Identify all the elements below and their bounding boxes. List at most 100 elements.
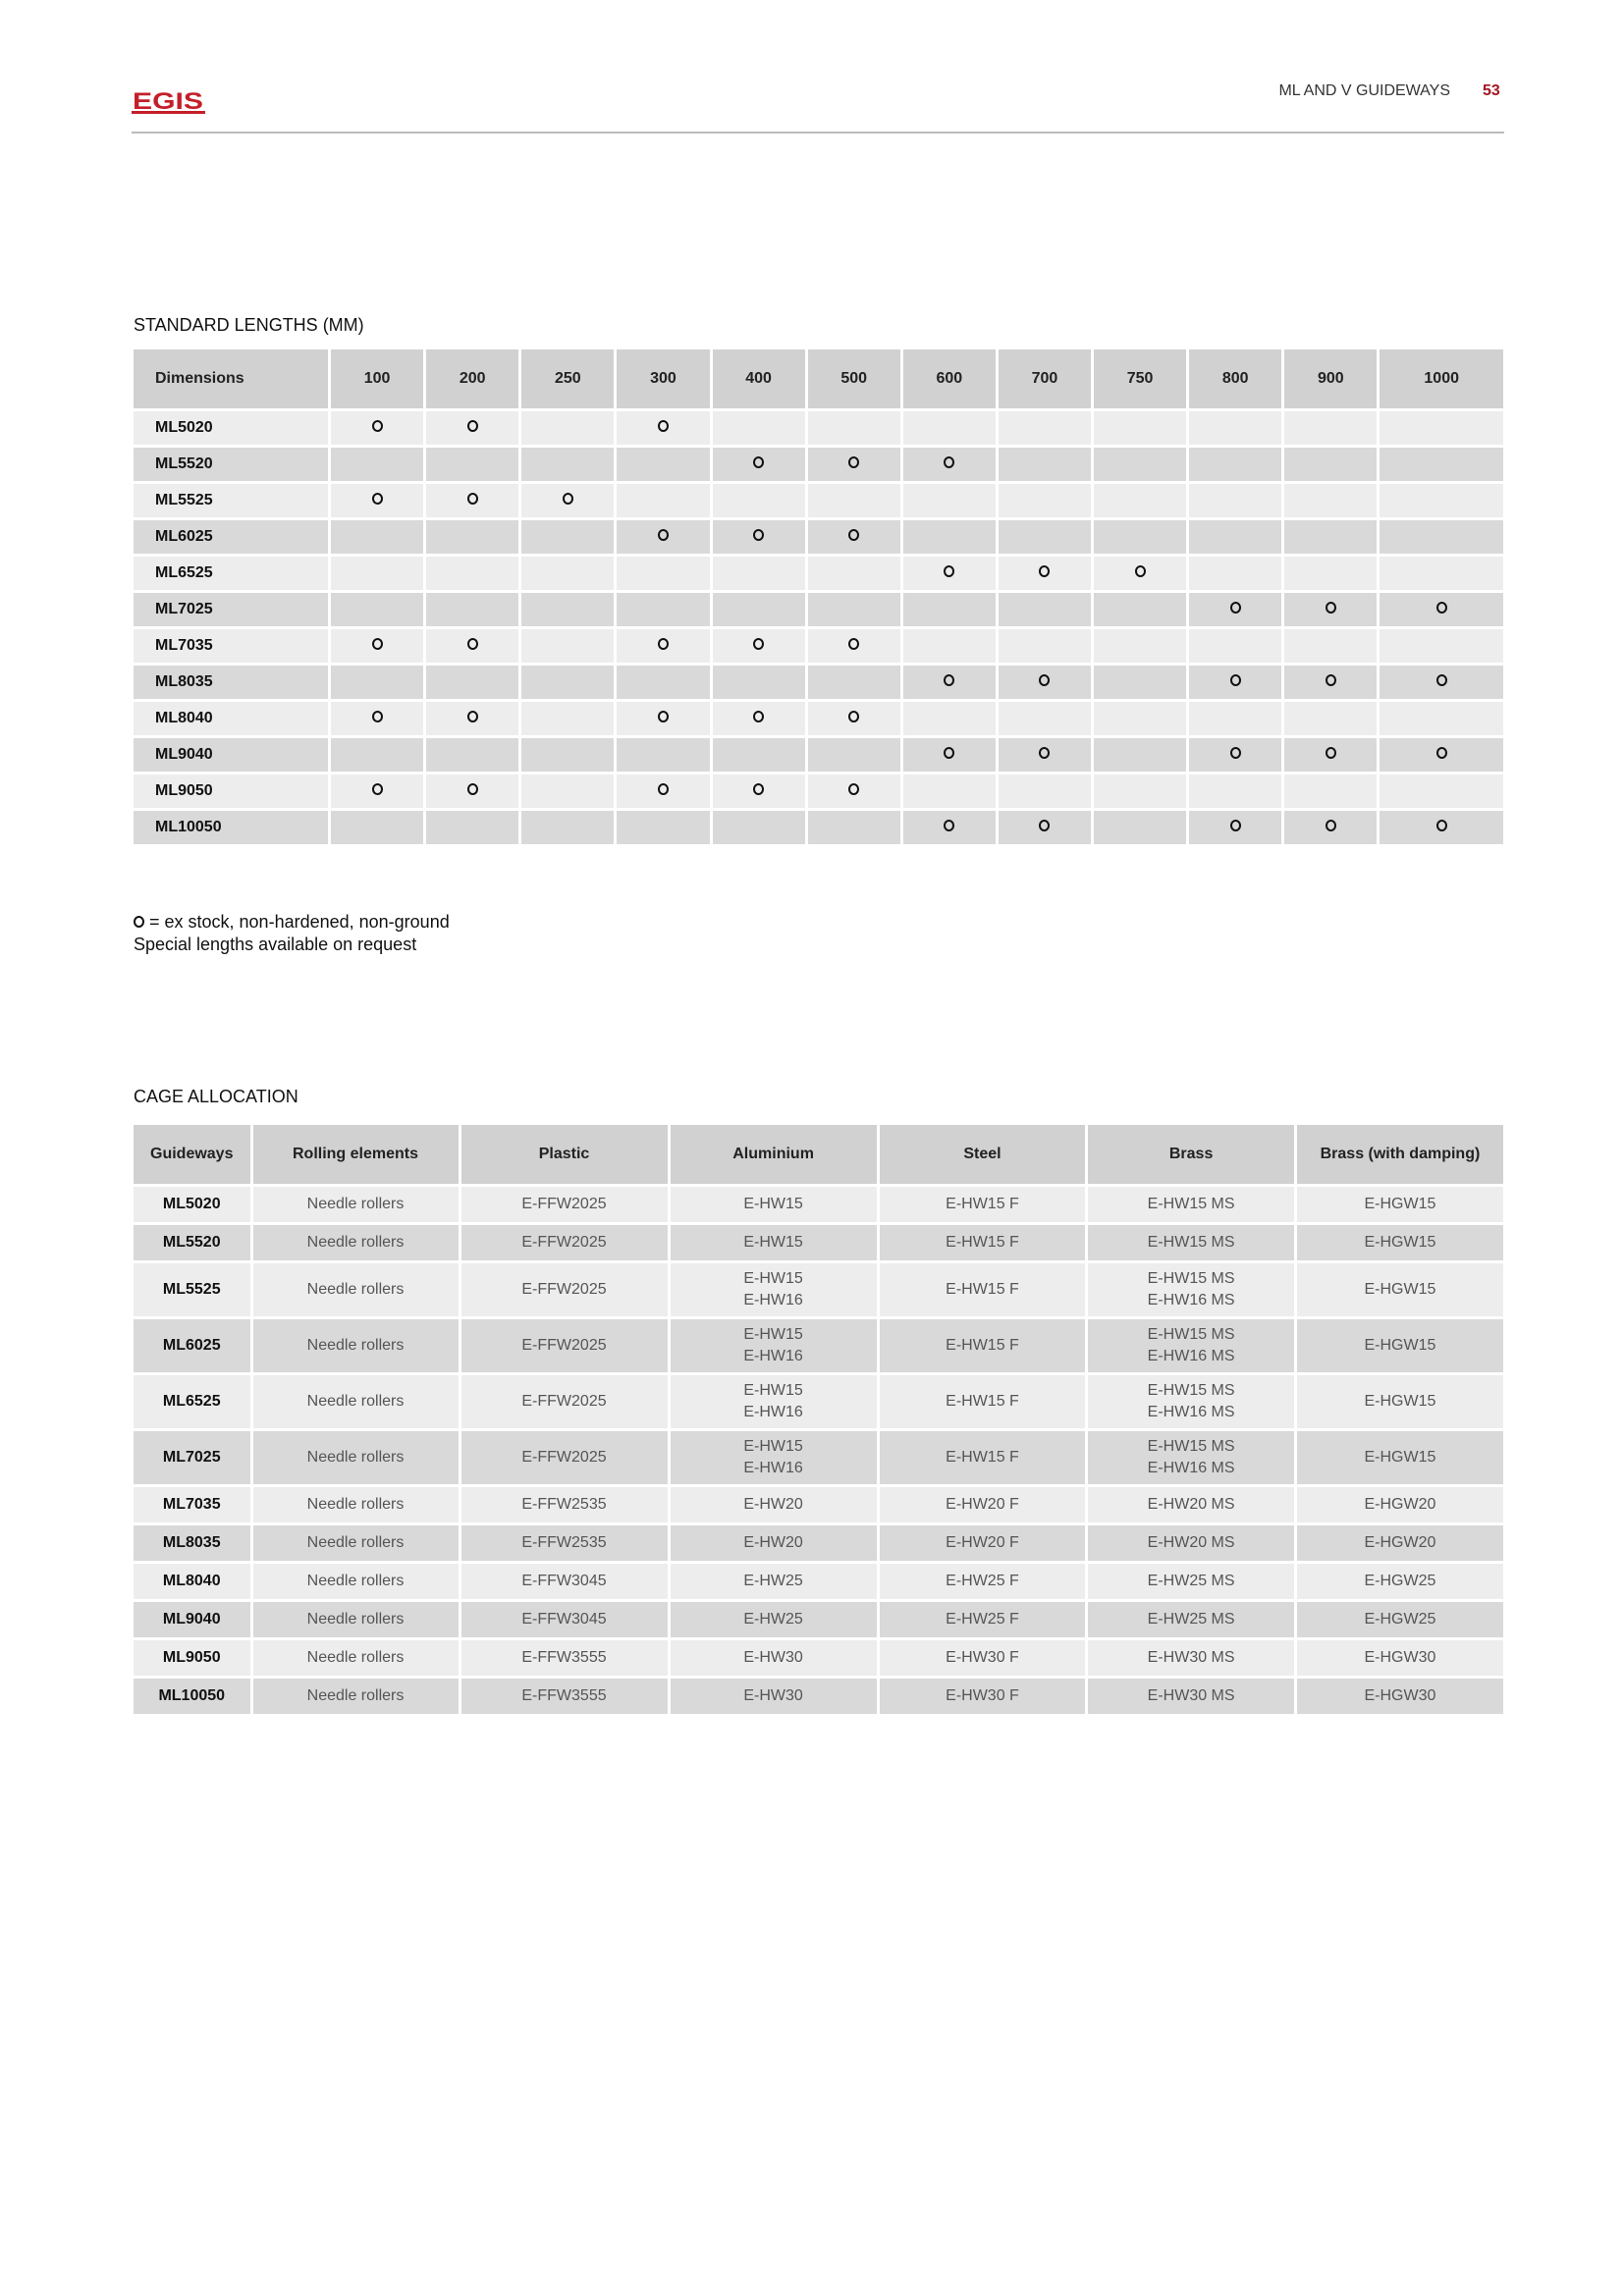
length-cell <box>426 629 519 663</box>
guideway-cell: ML5020 <box>134 1187 250 1222</box>
circle-icon <box>753 529 765 541</box>
dimension-cell: ML6025 <box>134 520 328 554</box>
length-cell <box>1284 484 1378 517</box>
length-cell <box>998 448 1091 481</box>
cage-cell: E-HW20 F <box>879 1487 1086 1522</box>
length-cell <box>1189 666 1282 699</box>
table-row: ML5525 Needle rollers E-FFW2025 E-HW15 E-HW… <box>134 1263 1503 1316</box>
length-cell <box>1284 557 1378 590</box>
length-cell <box>1189 702 1282 735</box>
guideway-cell: ML5520 <box>134 1225 250 1260</box>
circle-icon <box>657 783 669 795</box>
circle-icon <box>1039 820 1051 831</box>
length-cell <box>712 557 805 590</box>
circle-icon <box>944 565 955 577</box>
length-cell <box>331 557 424 590</box>
cage-cell: E-HW15 F <box>879 1263 1086 1316</box>
cage-cell: E-FFW3555 <box>460 1679 668 1714</box>
circle-icon <box>466 420 478 432</box>
length-cell <box>521 702 615 735</box>
length-cell <box>902 484 996 517</box>
length-cell <box>998 702 1091 735</box>
length-cell <box>521 774 615 808</box>
cage-cell: E-HW15 E-HW16 <box>670 1375 877 1428</box>
cage-cell: E-HW25 MS <box>1088 1564 1294 1599</box>
circle-icon <box>657 638 669 650</box>
length-cell <box>998 629 1091 663</box>
column-header: 900 <box>1284 349 1378 408</box>
circle-icon <box>1325 602 1336 614</box>
cage-cell: E-HW15 MS E-HW16 MS <box>1088 1319 1294 1372</box>
length-cell <box>712 520 805 554</box>
column-header: Rolling elements <box>252 1125 459 1184</box>
cage-cell: E-HW15 F <box>879 1375 1086 1428</box>
cage-cell: E-HW30 F <box>879 1679 1086 1714</box>
column-header: Steel <box>879 1125 1086 1184</box>
length-cell <box>1380 411 1503 445</box>
dimension-cell: ML6525 <box>134 557 328 590</box>
cage-cell: E-FFW2025 <box>460 1375 668 1428</box>
length-cell <box>998 738 1091 772</box>
svg-text:EGIS: EGIS <box>133 88 203 115</box>
cage-cell: E-HGW30 <box>1296 1679 1503 1714</box>
length-cell <box>426 557 519 590</box>
table-row: ML7025 Needle rollers E-FFW2025 E-HW15 E-HW… <box>134 1431 1503 1484</box>
cage-cell: Needle rollers <box>252 1487 459 1522</box>
length-cell <box>807 702 900 735</box>
cage-cell: Needle rollers <box>252 1564 459 1599</box>
column-header: Brass <box>1088 1125 1294 1184</box>
column-header: 700 <box>998 349 1091 408</box>
length-cell <box>1094 774 1187 808</box>
guideway-cell: ML5525 <box>134 1263 250 1316</box>
length-cell <box>331 629 424 663</box>
circle-icon <box>753 456 765 468</box>
cage-cell: E-HW15 F <box>879 1319 1086 1372</box>
column-header: Plastic <box>460 1125 668 1184</box>
guideway-cell: ML9040 <box>134 1602 250 1637</box>
column-header: 750 <box>1094 349 1187 408</box>
length-cell <box>521 448 615 481</box>
length-cell <box>331 702 424 735</box>
cage-cell: Needle rollers <box>252 1679 459 1714</box>
length-cell <box>617 411 710 445</box>
cage-cell: E-HW15 F <box>879 1225 1086 1260</box>
circle-icon <box>466 783 478 795</box>
length-cell <box>902 774 996 808</box>
dimension-cell: ML5020 <box>134 411 328 445</box>
guideway-cell: ML8035 <box>134 1525 250 1561</box>
column-header: 250 <box>521 349 615 408</box>
dimension-cell: ML8035 <box>134 666 328 699</box>
circle-icon <box>1134 565 1146 577</box>
length-cell <box>902 666 996 699</box>
length-cell <box>617 774 710 808</box>
length-cell <box>902 811 996 844</box>
length-cell <box>712 738 805 772</box>
cage-cell: E-HGW15 <box>1296 1375 1503 1428</box>
cage-cell: E-HW30 F <box>879 1640 1086 1676</box>
length-cell <box>1094 666 1187 699</box>
length-cell <box>902 738 996 772</box>
length-cell <box>426 448 519 481</box>
circle-icon <box>1039 565 1051 577</box>
length-cell <box>1380 629 1503 663</box>
cage-cell: E-HW20 F <box>879 1525 1086 1561</box>
table-row: ML8035 <box>134 666 1503 699</box>
cage-cell: E-FFW2025 <box>460 1431 668 1484</box>
header-title: ML AND V GUIDEWAYS <box>1278 82 1450 99</box>
length-cell <box>331 448 424 481</box>
circle-icon <box>944 820 955 831</box>
cage-allocation-title: CAGE ALLOCATION <box>134 1087 298 1106</box>
circle-icon <box>466 638 478 650</box>
length-cell <box>998 666 1091 699</box>
length-cell <box>521 629 615 663</box>
cage-cell: E-HW25 F <box>879 1602 1086 1637</box>
length-cell <box>902 702 996 735</box>
circle-icon <box>1435 602 1447 614</box>
circle-icon <box>944 674 955 686</box>
table-row: ML9050 Needle rollers E-FFW3555 E-HW30 E-HW3… <box>134 1640 1503 1676</box>
circle-icon <box>848 711 860 722</box>
table-row: ML5520 <box>134 448 1503 481</box>
cage-cell: E-HW15 F <box>879 1431 1086 1484</box>
cage-cell: E-HW30 <box>670 1679 877 1714</box>
cage-cell: E-HGW15 <box>1296 1431 1503 1484</box>
